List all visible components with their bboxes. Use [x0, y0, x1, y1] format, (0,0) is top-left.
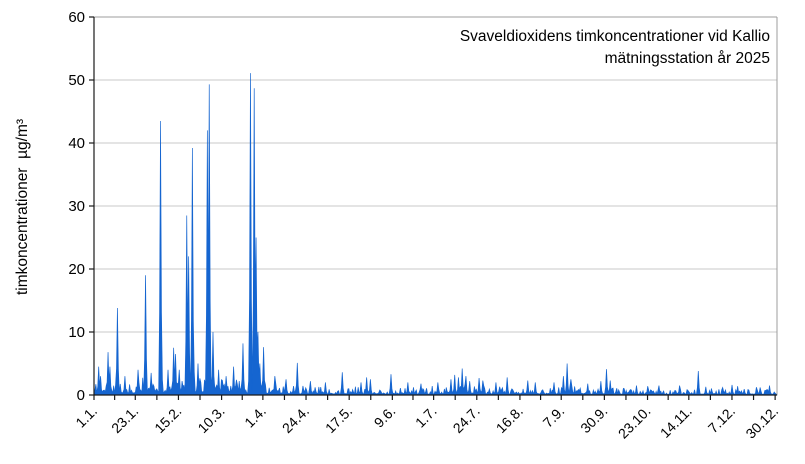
x-tick-label: 9.6. [371, 403, 399, 431]
chart-title-line1: Svaveldioxidens timkoncentrationer vid K… [459, 28, 770, 45]
x-tick-label: 1.1. [72, 403, 100, 431]
x-tick-label: 14.11. [657, 403, 695, 441]
y-tick-label: 30 [68, 198, 85, 215]
chart-title-line2: mätningsstation år 2025 [604, 50, 770, 67]
x-tick-label: 1.4. [241, 403, 269, 431]
x-tick-label: 24.7. [450, 403, 483, 436]
y-tick-label: 40 [68, 135, 85, 152]
x-tick-label: 10.3. [194, 403, 227, 436]
y-tick-label: 50 [68, 72, 85, 89]
x-tick-label: 7.12. [705, 403, 738, 436]
x-tick-label: 15.2. [151, 403, 184, 436]
x-tick-label: 16.8. [493, 403, 526, 436]
x-tick-label: 24.4. [279, 403, 312, 436]
series-path [93, 73, 778, 396]
y-tick-label: 20 [68, 261, 85, 278]
chart-title: Svaveldioxidens timkoncentrationer vid K… [460, 26, 770, 70]
y-tick-label: 10 [68, 324, 85, 341]
x-tick-label: 23.1. [108, 403, 141, 436]
x-tick-label: 7.9. [540, 403, 568, 431]
x-tick-label: 17.5. [322, 403, 355, 436]
x-tick-label: 23.10. [615, 403, 654, 442]
x-tick-label: 30.12. [742, 403, 781, 442]
y-tick-label: 0 [77, 387, 85, 404]
y-tick-label: 60 [68, 9, 85, 26]
x-tick-label: 1.7. [412, 403, 440, 431]
x-tick-label: 30.9. [577, 403, 610, 436]
